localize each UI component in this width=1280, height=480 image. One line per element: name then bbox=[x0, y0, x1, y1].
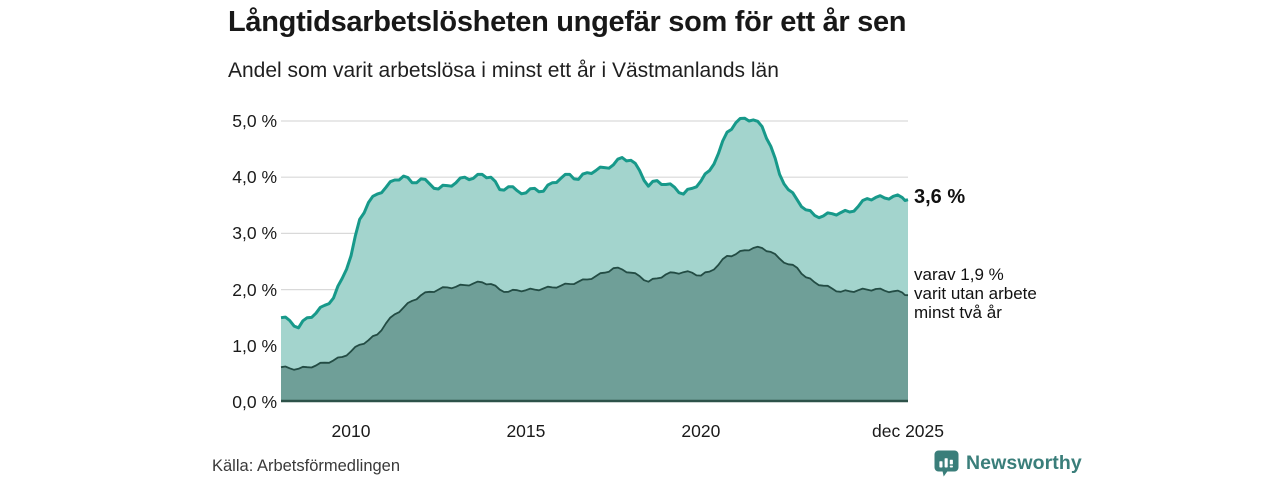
page-title: Långtidsarbetslösheten ungefär som för e… bbox=[228, 6, 907, 38]
x-tick-label: 2015 bbox=[506, 421, 546, 441]
y-tick-label: 3,0 % bbox=[232, 223, 277, 244]
y-tick-label: 1,0 % bbox=[232, 335, 277, 356]
series-end-label-total: 3,6 % bbox=[914, 186, 966, 208]
line-total-one-year bbox=[280, 116, 909, 330]
y-tick-label: 2,0 % bbox=[232, 279, 277, 300]
subset-label-line: varit utan arbete bbox=[914, 284, 1037, 303]
newsworthy-wordmark: Newsworthy bbox=[966, 452, 1082, 474]
y-tick-label: 5,0 % bbox=[232, 111, 277, 131]
x-tick-label: 2020 bbox=[681, 421, 721, 441]
x-tick-label: 2010 bbox=[331, 421, 371, 441]
subset-label-line: minst två år bbox=[914, 303, 1002, 322]
chart-subtitle: Andel som varit arbetslösa i minst ett å… bbox=[228, 59, 779, 82]
subset-label-line: varav 1,9 % bbox=[914, 265, 1004, 284]
source-caption: Källa: Arbetsförmedlingen bbox=[212, 457, 401, 475]
y-tick-label: 0,0 % bbox=[232, 392, 277, 412]
x-tick-label: dec 2025 bbox=[871, 421, 945, 441]
line-subset-two-years bbox=[280, 245, 909, 371]
newsworthy-barchart-pin-icon bbox=[934, 450, 959, 477]
area-subset-two-years bbox=[281, 246, 908, 402]
newsworthy-logo: Newsworthy bbox=[934, 450, 1082, 477]
area-chart bbox=[280, 116, 909, 403]
series-end-label-subset: varav 1,9 % varit utan arbete minst två … bbox=[914, 265, 1037, 322]
y-tick-label: 4,0 % bbox=[232, 167, 277, 188]
